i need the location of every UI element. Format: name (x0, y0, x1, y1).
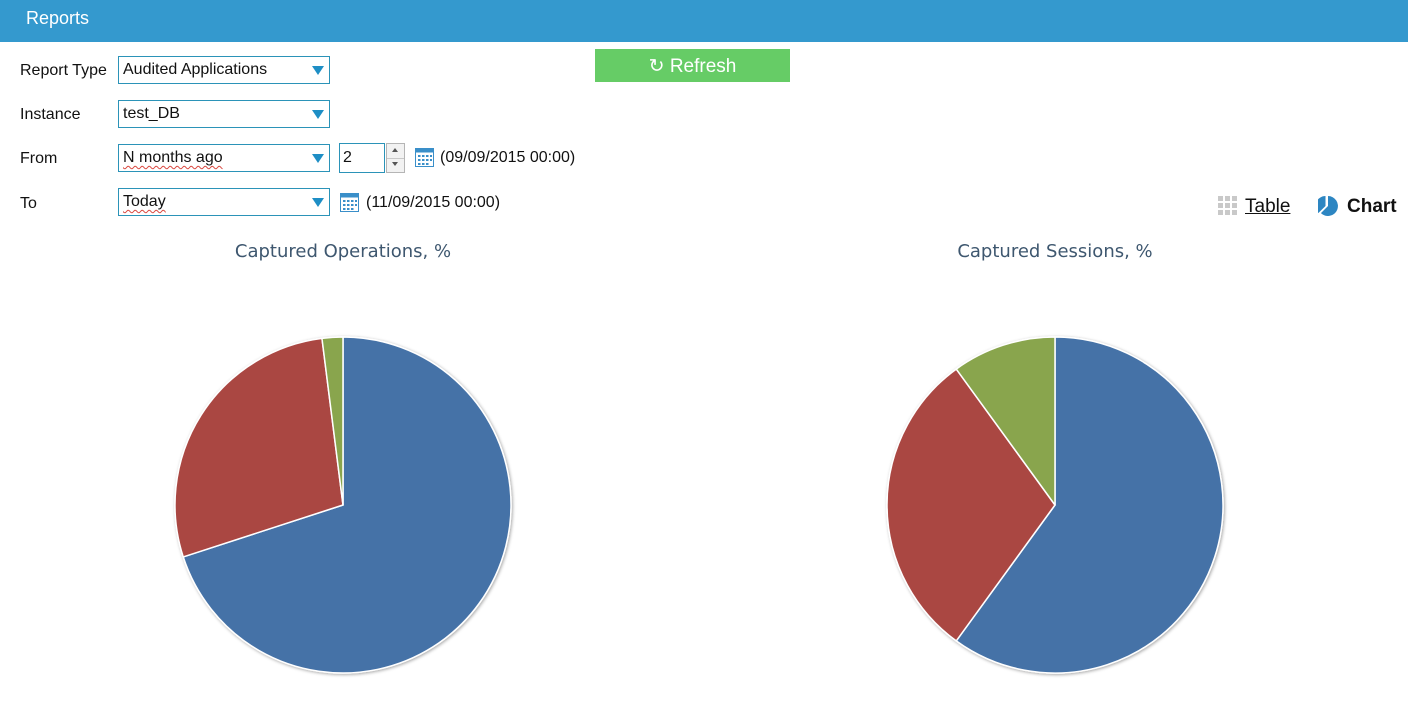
pie-slice-2[interactable] (955, 336, 1056, 506)
dropdown-arrow-icon (312, 154, 324, 163)
table-view-link[interactable]: Table (1245, 196, 1291, 217)
pie-slice-0[interactable] (955, 336, 1224, 674)
chart-view-link[interactable]: Chart (1347, 196, 1397, 217)
to-value: Today (123, 193, 166, 210)
instance-label: Instance (20, 106, 81, 123)
from-label: From (20, 150, 58, 167)
report-type-select[interactable]: Audited Applications (118, 56, 330, 84)
to-date: (11/09/2015 00:00) (366, 194, 501, 211)
page-title: Reports (26, 8, 90, 28)
from-value: N months ago (123, 149, 223, 166)
instance-value: test_DB (123, 105, 180, 122)
calendar-icon[interactable] (415, 148, 434, 167)
pie-slice-1[interactable] (886, 368, 1056, 642)
months-count-stepper[interactable] (386, 143, 405, 173)
table-icon[interactable] (1218, 196, 1237, 215)
pie-slice-0[interactable] (182, 336, 512, 674)
chevron-down-icon (392, 162, 398, 166)
pie-chart-icon[interactable] (1318, 196, 1338, 216)
months-count-input[interactable]: 2 (339, 143, 385, 173)
months-count-value: 2 (343, 149, 352, 166)
dropdown-arrow-icon (312, 110, 324, 119)
chart-title-sessions: Captured Sessions, % (957, 241, 1153, 262)
dropdown-arrow-icon (312, 66, 324, 75)
dropdown-arrow-icon (312, 198, 324, 207)
calendar-icon[interactable] (340, 193, 359, 212)
report-type-label: Report Type (20, 62, 107, 79)
stepper-up-button[interactable] (387, 144, 404, 159)
from-date: (09/09/2015 00:00) (440, 149, 576, 166)
pie-slice-2[interactable] (321, 336, 344, 506)
chevron-up-icon (392, 148, 398, 152)
pie-chart-operations (174, 336, 512, 674)
from-select[interactable]: N months ago (118, 144, 330, 172)
instance-select[interactable]: test_DB (118, 100, 330, 128)
pie-slice-1[interactable] (174, 337, 344, 558)
pie-chart-sessions (886, 336, 1224, 674)
report-type-value: Audited Applications (123, 61, 268, 78)
to-select[interactable]: Today (118, 188, 330, 216)
to-label: To (20, 195, 37, 212)
page-header: Reports (0, 0, 1408, 42)
chart-title-operations: Captured Operations, % (234, 241, 452, 262)
stepper-down-button[interactable] (387, 158, 404, 172)
refresh-button[interactable]: ↻ Refresh (595, 49, 790, 82)
